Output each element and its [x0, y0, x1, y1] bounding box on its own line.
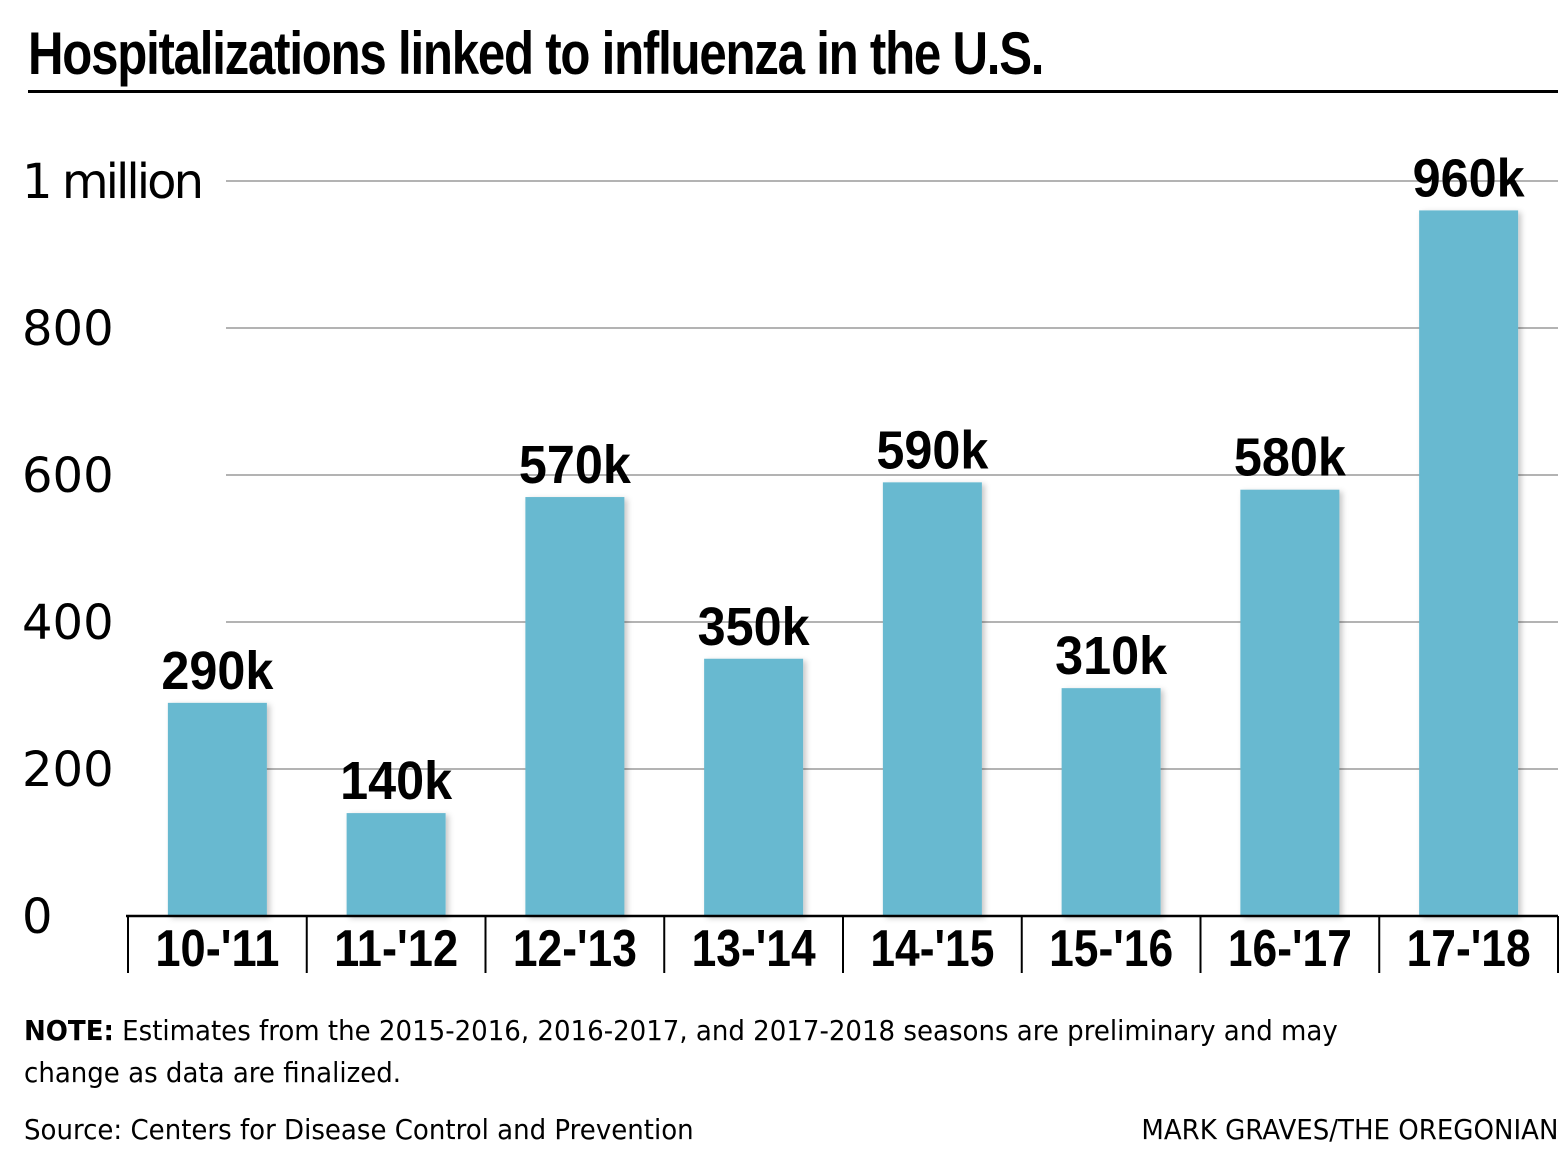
x-tick-label: 17-'18	[1407, 920, 1531, 978]
note-label: NOTE:	[24, 1014, 114, 1047]
x-tick-label: 13-'14	[692, 920, 816, 978]
title-rule	[28, 90, 1558, 93]
x-tick-label: 12-'13	[513, 920, 637, 978]
bar-15-'16	[1061, 688, 1161, 916]
x-tick-label: 11-'12	[334, 920, 458, 978]
note-text: Estimates from the 2015-2016, 2016-2017,…	[24, 1014, 1338, 1089]
data-label: 960k	[1413, 148, 1526, 208]
source-line: Source: Centers for Disease Control and …	[24, 1113, 694, 1146]
data-label: 310k	[1055, 626, 1168, 686]
x-tick-label: 16-'17	[1228, 920, 1352, 978]
x-tick-label: 10-'11	[155, 920, 279, 978]
bar-12-'13	[525, 497, 625, 916]
y-tick-label: 0	[22, 889, 53, 945]
bar-10-'11	[167, 702, 267, 916]
bar-16-'17	[1240, 489, 1340, 916]
y-tick-label: 800	[22, 301, 114, 357]
credit-line: MARK GRAVES/THE OREGONIAN	[1140, 1113, 1558, 1146]
y-tick-label: 1 million	[22, 154, 204, 210]
data-label: 590k	[876, 420, 989, 480]
data-label: 140k	[340, 751, 453, 811]
x-tick-label: 14-'15	[870, 920, 994, 978]
bar-11-'12	[346, 813, 446, 916]
note: NOTE: Estimates from the 2015-2016, 2016…	[24, 1010, 1428, 1094]
data-label: 580k	[1234, 428, 1347, 488]
bar-13-'14	[704, 658, 804, 916]
x-tick-label: 15-'16	[1049, 920, 1173, 978]
data-label: 570k	[519, 435, 632, 495]
bar-17-'18	[1419, 210, 1519, 916]
data-label: 350k	[698, 597, 811, 657]
chart-title: Hospitalizations linked to influenza in …	[28, 20, 1044, 87]
data-label: 290k	[161, 641, 274, 701]
y-tick-label: 600	[22, 448, 114, 504]
bar-chart: 0 200 400 600 800 1 million 10-'11 11-'12 12-'13…	[22, 148, 1559, 978]
y-tick-label: 200	[22, 742, 114, 798]
y-tick-label: 400	[22, 595, 114, 651]
bar-14-'15	[882, 482, 982, 916]
